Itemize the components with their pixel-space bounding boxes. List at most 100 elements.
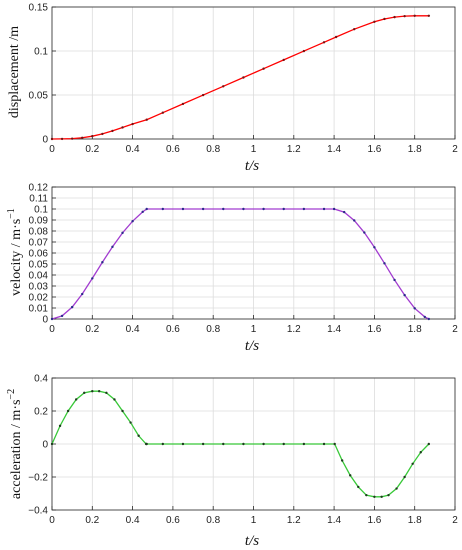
acceleration-data-point — [373, 495, 376, 498]
acceleration-panel: acceleration / m·s−2 t/s 0 0.2 0.4 0.6 0.8 1 1… — [6, 374, 458, 550]
acceleration-data-point — [262, 442, 265, 446]
velocity-data-point — [181, 207, 185, 211]
velocity-xtick-label: 1.6 — [367, 324, 381, 335]
acceleration-data-point — [333, 442, 336, 446]
velocity-data-point — [111, 245, 114, 249]
displacement-series-line — [51, 15, 429, 140]
displacement-xtick-label: 1.8 — [408, 144, 422, 155]
displacement-plot-frame — [51, 6, 456, 140]
displacement-ytick-label: 0.15 — [29, 3, 49, 14]
velocity-panel: velocity / m·s−1 t/s 0 0.2 0.4 0.6 0.8 1 1.2 1.… — [6, 183, 458, 355]
acceleration-data-point — [201, 442, 205, 446]
displacement-data-point — [393, 15, 396, 19]
displacement-panel: displacement /m t/s 0 0.2 0.4 0.6 0.8 1 1.2 1.4… — [7, 3, 458, 175]
acceleration-ylabel: acceleration / m·s−2 — [6, 389, 24, 499]
velocity-ytick-label: 0 — [42, 315, 48, 326]
displacement-ylabel: displacement /m — [7, 26, 22, 118]
velocity-ytick-label: 0.02 — [29, 293, 49, 304]
displacement-data-point — [50, 137, 54, 141]
velocity-xtick-label: 2 — [452, 324, 458, 335]
velocity-xtick-label: 0.4 — [126, 324, 140, 335]
velocity-data-point — [222, 207, 225, 211]
acceleration-data-point — [50, 442, 54, 446]
acceleration-data-point — [66, 409, 70, 413]
velocity-data-point — [413, 307, 416, 310]
velocity-xtick-label: 0.2 — [85, 324, 99, 335]
velocity-data-point — [101, 261, 104, 264]
velocity-ytick-label: 0.11 — [29, 194, 48, 205]
velocity-data-point — [427, 317, 431, 321]
velocity-data-point — [201, 207, 205, 211]
velocity-xtick-label: 0.8 — [206, 324, 220, 335]
displacement-xtick-label: 1.6 — [367, 144, 381, 155]
displacement-data-point — [91, 134, 94, 138]
velocity-data-point — [121, 231, 124, 235]
acceleration-data-point — [387, 493, 390, 497]
velocity-data-point — [131, 220, 134, 223]
acceleration-xtick-label: 1 — [251, 515, 257, 526]
velocity-data-point — [282, 207, 285, 211]
velocity-data-point — [332, 207, 336, 211]
acceleration-ytick-label: 0.2 — [34, 407, 48, 418]
acceleration-data-point — [129, 421, 132, 424]
velocity-ytick-label: 0.05 — [29, 260, 49, 271]
velocity-ytick-label: 0.1 — [34, 205, 48, 216]
velocity-data-point — [81, 292, 84, 296]
displacement-data-point — [81, 136, 84, 139]
displacement-data-point — [353, 27, 356, 31]
displacement-xtick-label: 2 — [452, 144, 458, 155]
acceleration-ytick-label: −0.4 — [28, 506, 48, 517]
velocity-ytick-label: 0.06 — [29, 249, 49, 260]
displacement-xtick-label: 1.2 — [287, 144, 301, 155]
velocity-data-point — [242, 207, 245, 211]
velocity-xtick-label: 1 — [251, 324, 257, 335]
acceleration-data-point — [403, 475, 406, 479]
acceleration-data-point — [113, 398, 116, 401]
acceleration-data-point — [349, 474, 352, 477]
displacement-xtick-label: 0 — [49, 144, 55, 155]
velocity-ytick-label: 0.04 — [29, 271, 49, 282]
displacement-data-point — [282, 58, 285, 62]
velocity-data-point — [302, 207, 306, 211]
displacement-xtick-label: 0.6 — [166, 144, 180, 155]
acceleration-data-point — [181, 442, 185, 446]
velocity-data-point — [403, 293, 406, 297]
acceleration-data-point — [242, 442, 245, 446]
velocity-data-point — [353, 219, 356, 222]
velocity-ytick-label: 0.01 — [29, 304, 49, 315]
velocity-data-point — [70, 305, 74, 309]
acceleration-data-point — [91, 390, 94, 393]
displacement-xtick-label: 1.4 — [327, 144, 341, 155]
acceleration-data-point — [137, 434, 140, 437]
velocity-xtick-label: 1.2 — [287, 324, 301, 335]
acceleration-data-point — [411, 462, 414, 465]
displacement-data-point — [322, 41, 326, 44]
displacement-data-point — [201, 93, 205, 97]
acceleration-data-point — [58, 424, 62, 428]
velocity-xtick-label: 1.4 — [327, 324, 341, 335]
velocity-data-point — [342, 210, 346, 214]
velocity-ylabel: velocity / m·s−1 — [6, 208, 24, 296]
displacement-data-point — [262, 67, 265, 70]
acceleration-ytick-label: −0.2 — [28, 473, 48, 484]
acceleration-data-point — [340, 459, 344, 462]
displacement-data-point — [302, 49, 306, 53]
velocity-data-point — [91, 277, 94, 280]
acceleration-ytick-label: 0.4 — [34, 374, 48, 385]
acceleration-data-point — [322, 442, 326, 446]
velocity-data-point — [383, 262, 386, 265]
acceleration-xlabel: t/s — [245, 533, 259, 549]
acceleration-data-point — [222, 442, 225, 446]
velocity-data-point — [322, 207, 326, 211]
velocity-data-point — [423, 315, 426, 319]
acceleration-data-point — [357, 485, 360, 489]
acceleration-data-point — [145, 442, 148, 446]
displacement-data-point — [121, 126, 124, 129]
displacement-xlabel: t/s — [245, 158, 259, 174]
acceleration-data-point — [105, 391, 108, 395]
displacement-data-point — [427, 14, 431, 17]
acceleration-data-point — [380, 495, 383, 498]
velocity-data-point — [161, 207, 165, 211]
acceleration-xtick-label: 0.4 — [126, 515, 140, 526]
